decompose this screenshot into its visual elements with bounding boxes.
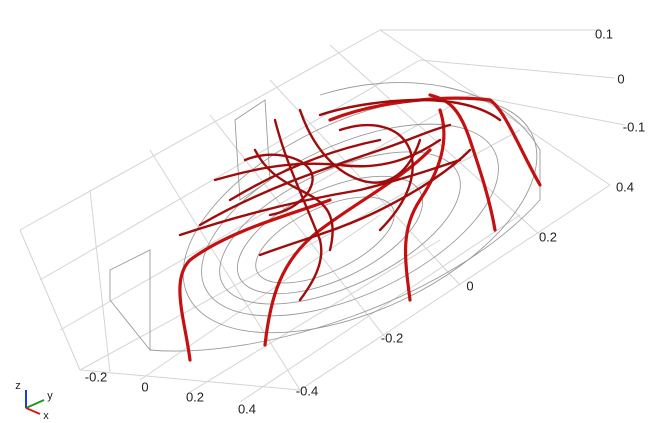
y-tick-label: 0.4 bbox=[616, 179, 634, 194]
x-tick-label: 0.4 bbox=[238, 401, 256, 416]
x-tick-label: 0.2 bbox=[186, 389, 204, 404]
y-tick-label: -0.2 bbox=[381, 330, 403, 345]
streamlines bbox=[180, 95, 540, 360]
x-tick-label: 0 bbox=[141, 379, 148, 394]
z-tick-label: 0.1 bbox=[595, 26, 613, 41]
z-tick-label: 0 bbox=[617, 71, 624, 86]
y-tick-label: 0 bbox=[466, 278, 473, 293]
y-tick-label: -0.4 bbox=[296, 383, 318, 398]
triad-y-label: y bbox=[47, 390, 53, 402]
triad-z-label: z bbox=[15, 380, 21, 392]
triad-x-label: x bbox=[43, 410, 49, 422]
y-tick-label: 0.2 bbox=[539, 229, 557, 244]
z-tick-label: -0.1 bbox=[623, 119, 645, 134]
scene-view: 0.1 0 -0.1 0.4 0.2 0 -0.2 -0.4 -0.2 0 0.2 0.4 z yx bbox=[0, 0, 662, 423]
triad bbox=[26, 390, 44, 414]
grid bbox=[20, 30, 625, 402]
x-tick-label: -0.2 bbox=[85, 369, 107, 384]
